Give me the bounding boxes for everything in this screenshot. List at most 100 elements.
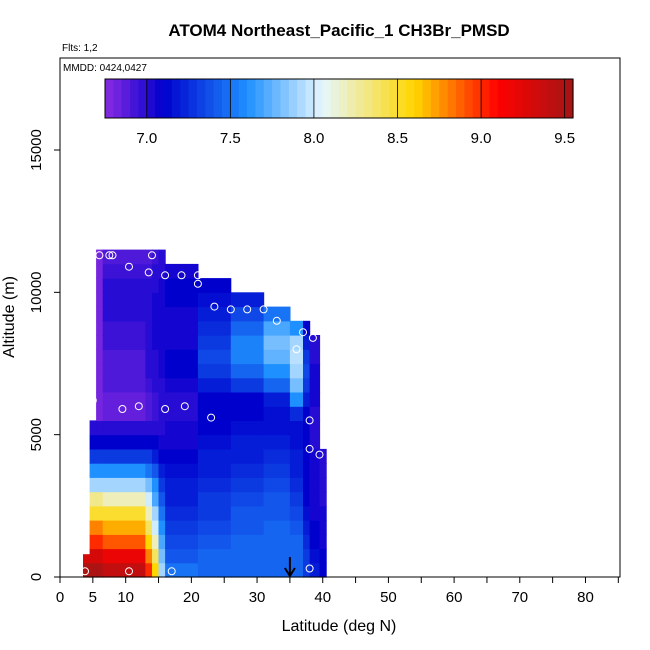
heatmap-cell: [165, 505, 199, 521]
heatmap-cell: [152, 392, 160, 407]
heatmap-cell: [152, 349, 160, 365]
heatmap-cell: [102, 392, 146, 407]
heatmap-cell: [289, 463, 304, 478]
heatmap-cell: [96, 434, 104, 450]
heatmap-cell: [102, 377, 146, 393]
heatmap-cell: [152, 278, 160, 293]
heatmap-cell: [165, 463, 199, 478]
colorbar-segment: [456, 79, 465, 118]
heatmap-cell: [83, 562, 91, 578]
heatmap-cell: [309, 520, 321, 535]
colorbar-segment: [439, 79, 449, 118]
heatmap-cell: [152, 306, 160, 322]
heatmap-cell: [197, 534, 232, 550]
flights-label: Flts: 1,2: [62, 43, 98, 54]
heatmap-cell: [165, 548, 199, 564]
observation-point: [226, 305, 235, 314]
colorbar-segment: [297, 79, 307, 118]
heatmap-cell: [289, 448, 304, 464]
heatmap-cell: [102, 463, 146, 478]
colorbar-segment: [414, 79, 424, 118]
colorbar-tick-label: 9.5: [554, 130, 575, 147]
heatmap-cell: [230, 477, 265, 493]
heatmap-cell: [309, 377, 321, 393]
heatmap-cell: [152, 434, 160, 450]
heatmap-cell: [230, 320, 265, 336]
heatmap-cell: [197, 320, 232, 336]
heatmap-cell: [165, 263, 199, 279]
observation-point: [243, 305, 252, 314]
observation-point: [272, 316, 281, 325]
heatmap-cell: [145, 434, 153, 450]
colorbar-segment: [389, 79, 399, 118]
x-tick-label: 70: [511, 589, 528, 606]
heatmap-cell: [309, 463, 321, 478]
observation-points: [81, 251, 324, 576]
heatmap-cell: [230, 548, 265, 564]
heatmap-cell: [158, 463, 166, 478]
colorbar-segment: [564, 79, 574, 118]
heatmap-cell: [303, 320, 311, 336]
heatmap-cell: [289, 320, 304, 336]
heatmap-cell: [289, 505, 304, 521]
heatmap-cell: [102, 320, 146, 336]
heatmap-cell: [83, 554, 91, 564]
heatmap-cell: [152, 534, 160, 550]
heatmap-cell: [145, 520, 153, 535]
x-axis: 0 5 10 20 30 40 50 60 70 80: [56, 577, 619, 606]
heatmap-cell: [89, 434, 97, 450]
heatmap-cell: [309, 505, 321, 521]
heatmap-cell: [197, 520, 232, 535]
colorbar-segment: [531, 79, 541, 118]
observation-point: [177, 271, 186, 280]
colorbar-segment: [105, 79, 114, 118]
colorbar-segment: [372, 79, 382, 118]
heatmap-cell: [230, 463, 265, 478]
heatmap-cell: [197, 306, 232, 322]
heatmap-cell: [158, 335, 166, 350]
heatmap-cell: [158, 448, 166, 464]
heatmap-cell: [145, 278, 153, 293]
colorbar-segment: [464, 79, 474, 118]
observation-point: [81, 567, 89, 576]
heatmap-cell: [145, 448, 153, 464]
heatmap-cell: [263, 335, 291, 350]
colorbar-segment: [247, 79, 257, 118]
heatmap-cell: [230, 534, 265, 550]
heatmap-cell: [303, 491, 311, 507]
heatmap-cell: [89, 505, 97, 521]
heatmap-cell: [145, 420, 153, 436]
heatmap-cell: [230, 448, 265, 464]
heatmap-cell: [289, 562, 304, 578]
colorbar-segment: [188, 79, 198, 118]
colorbar-segment: [322, 79, 332, 118]
heatmap-cell: [197, 477, 232, 493]
heatmap-cell: [309, 406, 321, 421]
heatmap-cell: [152, 505, 160, 521]
colorbar-tick-label: 7.5: [220, 130, 241, 147]
heatmap-cell: [309, 477, 321, 493]
heatmap-cell: [158, 320, 166, 336]
heatmap-cell: [263, 548, 291, 564]
colorbar-segment: [288, 79, 298, 118]
colorbar-segment: [339, 79, 348, 118]
heatmap-cell: [263, 349, 291, 365]
heatmap-cell: [158, 392, 166, 407]
heatmap-cell: [263, 306, 291, 322]
heatmap-cell: [165, 306, 199, 322]
heatmap-cell: [152, 463, 160, 478]
heatmap-cell: [230, 306, 265, 322]
heatmap-cell: [165, 477, 199, 493]
heatmap-cell: [289, 377, 304, 393]
colorbar-segment: [196, 79, 206, 118]
colorbar-segment: [355, 79, 365, 118]
heatmap-cell: [263, 491, 291, 507]
heatmap-cell: [102, 249, 146, 265]
colorbar-segment: [472, 79, 482, 118]
heatmap-cell: [96, 320, 104, 336]
colorbar-segment: [230, 79, 240, 118]
heatmap-cell: [102, 278, 146, 293]
heatmap-cell: [152, 520, 160, 535]
y-tick-label: 10000: [28, 271, 45, 313]
